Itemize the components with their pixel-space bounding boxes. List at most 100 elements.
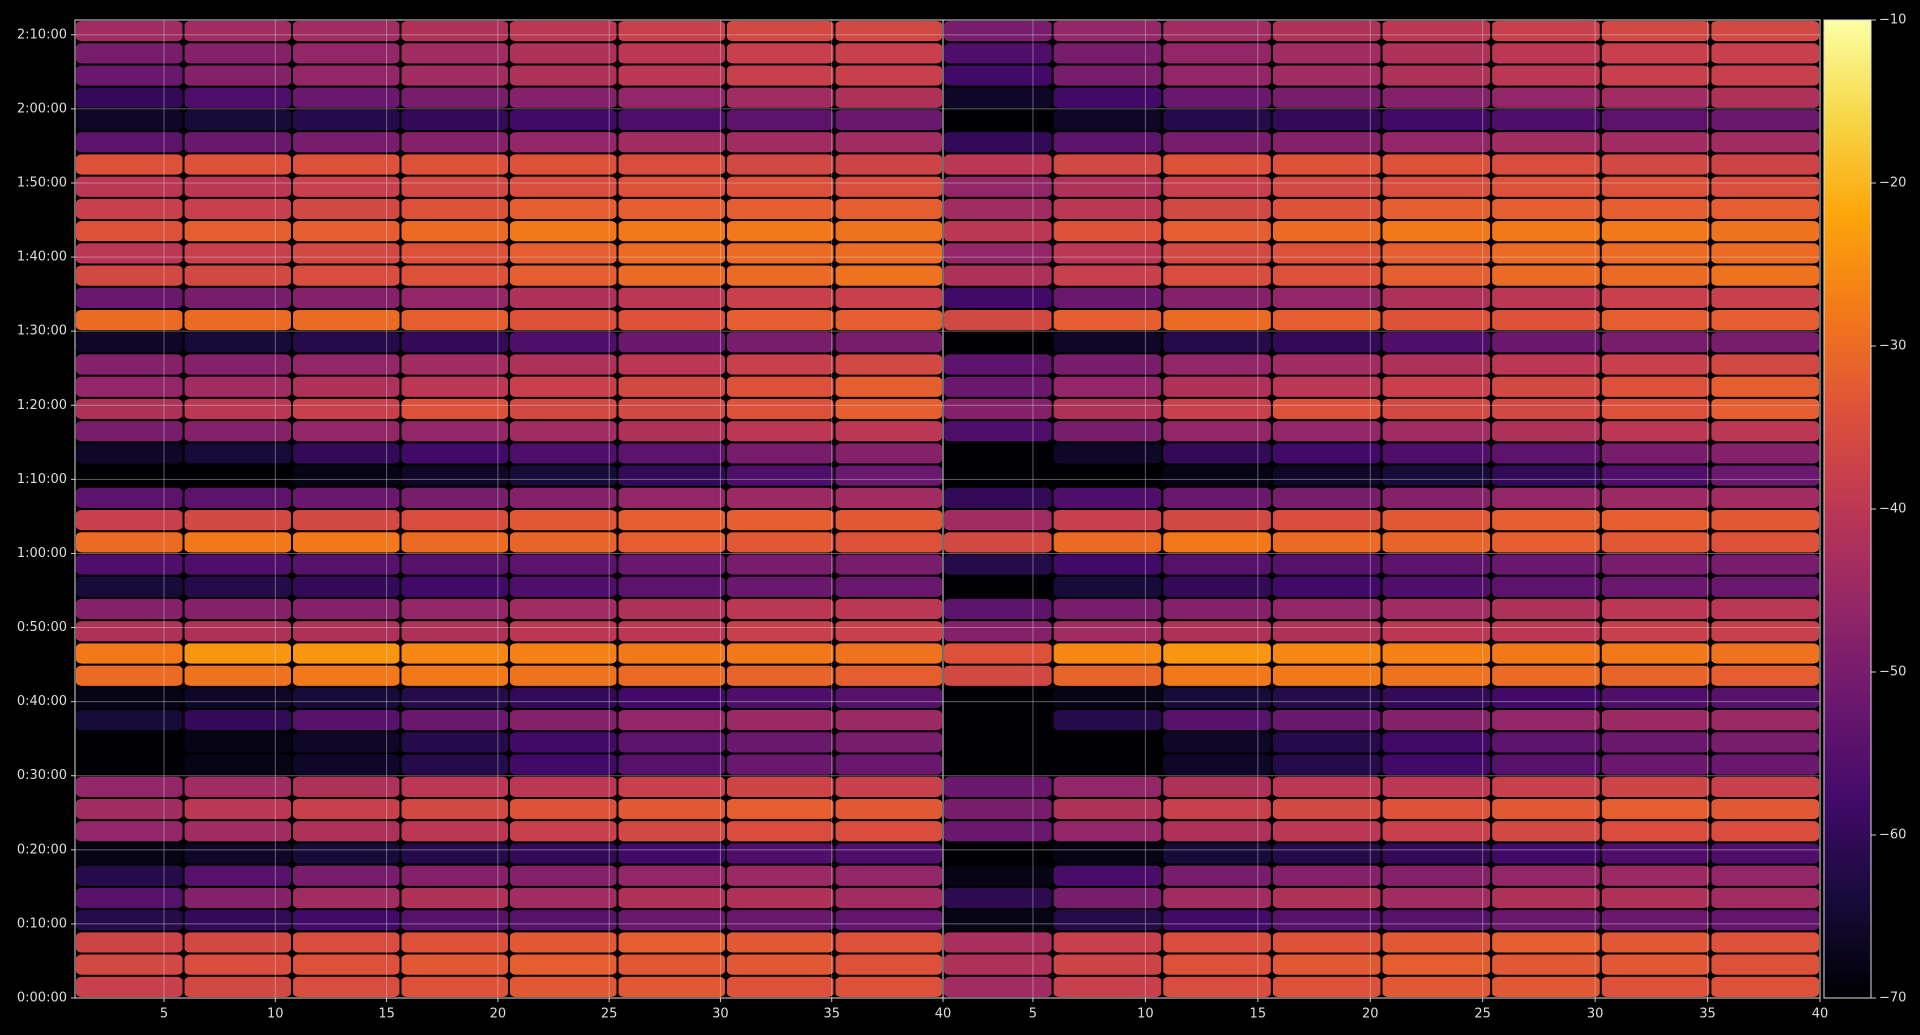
- heatmap-cell: [618, 776, 725, 797]
- x-tick-label: 35: [1699, 1007, 1716, 1022]
- heatmap-cell: [1382, 887, 1491, 909]
- heatmap-cell: [510, 576, 617, 597]
- heatmap-cell: [1601, 843, 1710, 864]
- heatmap-cell: [1382, 665, 1491, 686]
- heatmap-cell: [618, 176, 725, 197]
- heatmap-cell: [1382, 910, 1491, 931]
- heatmap-cell: [1711, 532, 1819, 553]
- heatmap-cell: [293, 687, 400, 709]
- heatmap-cell: [944, 43, 1052, 64]
- heatmap-cell: [510, 932, 617, 953]
- heatmap-cell: [618, 287, 725, 308]
- heatmap-cell: [401, 465, 508, 486]
- heatmap-cell: [727, 43, 834, 64]
- heatmap-cell: [1711, 398, 1819, 420]
- heatmap-cell: [510, 287, 617, 308]
- heatmap-cell: [835, 932, 942, 953]
- heatmap-cell: [1272, 643, 1381, 664]
- heatmap-cell: [944, 687, 1052, 709]
- heatmap-cell: [1053, 21, 1162, 42]
- heatmap-cell: [76, 154, 183, 175]
- heatmap-cell: [1601, 732, 1710, 753]
- heatmap-cell: [401, 576, 508, 597]
- heatmap-cell: [401, 732, 508, 753]
- heatmap-cell: [1382, 376, 1491, 397]
- heatmap-cell: [835, 554, 942, 575]
- heatmap-cell: [1601, 598, 1710, 620]
- heatmap-cell: [1272, 354, 1381, 375]
- heatmap-cell: [618, 221, 725, 242]
- heatmap-cell: [1492, 265, 1600, 286]
- heatmap-cell: [1163, 421, 1271, 442]
- heatmap-cell: [1711, 132, 1819, 153]
- heatmap-cell: [401, 910, 508, 931]
- heatmap-cell: [1272, 421, 1381, 442]
- heatmap-cell: [1601, 154, 1710, 175]
- heatmap-cell: [401, 43, 508, 64]
- heatmap-cell: [835, 87, 942, 108]
- heatmap-cell: [76, 954, 183, 975]
- y-tick-label: 1:40:00: [17, 250, 67, 265]
- heatmap-cell: [1601, 43, 1710, 64]
- heatmap-cell: [1382, 465, 1491, 486]
- x-tick-label: 30: [712, 1007, 729, 1022]
- heatmap-cell: [1053, 887, 1162, 909]
- heatmap-cell: [1601, 465, 1710, 486]
- heatmap-cell: [1601, 265, 1710, 286]
- heatmap-cell: [1492, 510, 1600, 531]
- heatmap-cell: [184, 487, 291, 508]
- x-tick-label: 15: [1250, 1007, 1267, 1022]
- heatmap-cell: [1711, 621, 1819, 642]
- heatmap-cell: [76, 21, 183, 42]
- heatmap-cell: [1382, 265, 1491, 286]
- heatmap-cell: [1382, 687, 1491, 709]
- heatmap-cell: [835, 21, 942, 42]
- heatmap-cell: [76, 798, 183, 820]
- heatmap-cell: [1163, 865, 1271, 886]
- x-tick-label: 35: [823, 1007, 840, 1022]
- heatmap-cell: [293, 621, 400, 642]
- heatmap-cell: [727, 376, 834, 397]
- heatmap-cell: [76, 910, 183, 931]
- heatmap-cell: [1272, 221, 1381, 242]
- heatmap-cell: [618, 132, 725, 153]
- heatmap-cell: [1711, 65, 1819, 86]
- heatmap-cell: [618, 398, 725, 420]
- heatmap-cell: [76, 243, 183, 264]
- heatmap-cell: [401, 176, 508, 197]
- heatmap-cell: [944, 865, 1052, 886]
- heatmap-cell: [184, 465, 291, 486]
- heatmap-cell: [1382, 421, 1491, 442]
- heatmap-cell: [510, 887, 617, 909]
- colorbar: [1823, 19, 1872, 999]
- heatmap-cell: [727, 976, 834, 997]
- heatmap-cell: [1053, 798, 1162, 820]
- heatmap-cell: [184, 132, 291, 153]
- heatmap-cell: [727, 776, 834, 797]
- heatmap-cell: [727, 398, 834, 420]
- heatmap-cell: [76, 376, 183, 397]
- heatmap-cell: [1053, 532, 1162, 553]
- heatmap-cell: [1272, 954, 1381, 975]
- heatmap-cell: [1053, 510, 1162, 531]
- heatmap-cell: [1601, 621, 1710, 642]
- heatmap-cell: [293, 532, 400, 553]
- heatmap-cell: [401, 887, 508, 909]
- heatmap-cell: [1601, 887, 1710, 909]
- heatmap-cell: [1163, 309, 1271, 331]
- heatmap-cell: [1492, 176, 1600, 197]
- heatmap-cell: [1382, 132, 1491, 153]
- heatmap-cell: [401, 754, 508, 775]
- heatmap-cell: [1272, 732, 1381, 753]
- heatmap-cell: [944, 954, 1052, 975]
- heatmap-cell: [1601, 865, 1710, 886]
- y-tick-label: 2:00:00: [17, 101, 67, 116]
- heatmap-cell: [1492, 887, 1600, 909]
- heatmap-cell: [401, 487, 508, 508]
- heatmap-cell: [1492, 598, 1600, 620]
- heatmap-cell: [944, 932, 1052, 953]
- heatmap-cell: [293, 487, 400, 508]
- heatmap-cell: [1163, 376, 1271, 397]
- heatmap-cell: [1601, 354, 1710, 375]
- heatmap-cell: [1382, 243, 1491, 264]
